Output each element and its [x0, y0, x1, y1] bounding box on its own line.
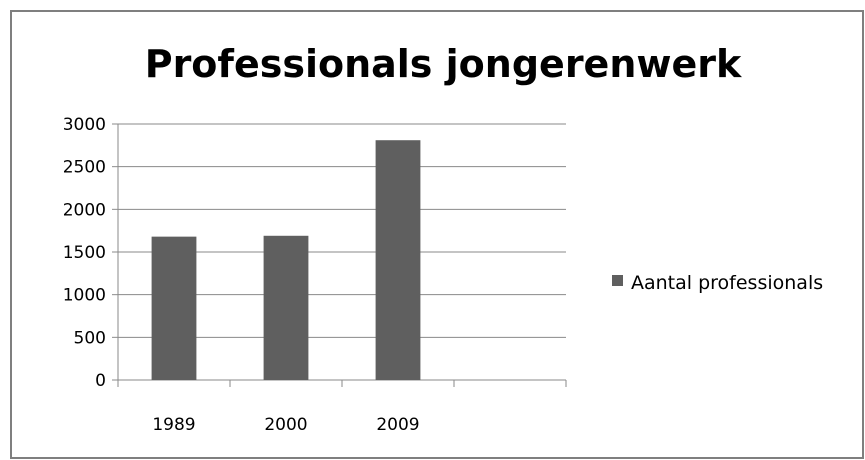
- y-tick-label: 2000: [63, 200, 106, 220]
- y-tick-label: 1500: [63, 243, 106, 263]
- x-tick-label: 1989: [152, 415, 195, 435]
- chart-title: Professionals jongerenwerk: [145, 42, 742, 86]
- x-tick-label: 2009: [376, 415, 419, 435]
- y-tick-label: 1000: [63, 286, 106, 306]
- legend: Aantal professionals: [612, 272, 823, 294]
- legend-label: Aantal professionals: [631, 272, 823, 294]
- bar: [263, 235, 309, 380]
- y-tick-labels: 0 500 1000 1500 2000 2500 3000: [63, 115, 106, 391]
- bars: [151, 140, 421, 380]
- x-tick-label: 2000: [264, 415, 307, 435]
- y-tick-label: 0: [95, 371, 106, 391]
- chart-border: [10, 10, 864, 459]
- axes: [112, 123, 567, 387]
- y-tick-label: 2500: [63, 158, 106, 178]
- y-tick-label: 3000: [63, 115, 106, 135]
- bar: [375, 140, 421, 380]
- y-tick-label: 500: [74, 328, 106, 348]
- bar: [151, 236, 197, 380]
- x-tick-labels: 1989 2000 2009: [152, 415, 419, 435]
- legend-swatch: [612, 275, 623, 286]
